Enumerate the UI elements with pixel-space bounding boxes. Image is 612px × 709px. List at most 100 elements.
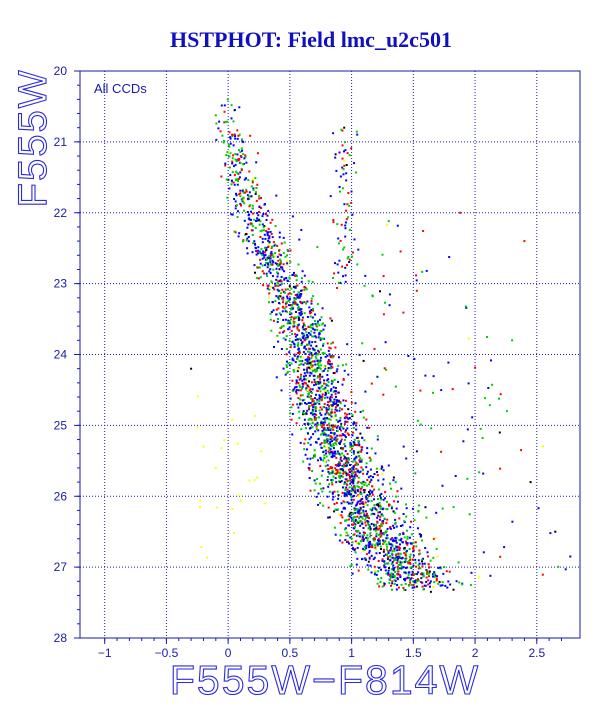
data-point [214,466,217,469]
data-point [370,545,372,548]
data-point [361,522,364,525]
data-point [359,457,362,460]
data-point [337,494,340,497]
data-point [362,549,365,552]
data-point [349,511,352,514]
data-point [353,533,356,536]
data-point [220,104,223,107]
data-point [381,558,384,561]
data-point [417,564,420,567]
data-point [348,458,350,461]
data-point [348,474,351,476]
data-point [360,448,363,451]
data-point [320,408,323,411]
data-point [312,433,315,436]
data-point [315,369,318,372]
data-point [301,325,304,328]
data-point [353,453,355,455]
data-point [245,188,248,191]
data-point [354,460,357,463]
data-point [374,452,377,455]
data-point [333,378,336,381]
data-point [380,525,383,528]
data-point [410,533,413,536]
data-point [306,384,309,387]
data-point [365,536,368,539]
data-point [248,217,251,220]
data-point [393,579,396,582]
data-point [354,410,357,413]
data-point [312,309,315,312]
data-point [350,401,353,404]
data-point [357,569,360,572]
data-point [376,435,379,438]
data-point [358,520,361,523]
data-point [310,397,312,400]
data-point [329,429,332,432]
data-point [316,421,319,424]
data-point [335,370,338,373]
data-point [287,319,290,322]
data-point [235,160,238,163]
data-point [375,535,378,538]
data-point [252,242,255,245]
data-point [314,419,317,421]
data-point [278,302,280,304]
data-point [325,452,327,455]
data-point [370,554,373,557]
data-point [344,539,347,541]
data-point [419,552,421,555]
data-point [324,419,327,422]
data-point [347,492,350,495]
data-point [311,324,314,327]
data-point [340,454,343,457]
data-point [332,132,335,135]
data-point [253,240,256,243]
data-point [256,217,259,220]
data-point [443,566,446,569]
data-point [293,299,296,302]
data-point [320,426,323,429]
data-point [311,398,314,401]
data-point [410,520,413,523]
data-point [264,258,267,261]
data-point [479,427,482,430]
data-point [360,540,362,543]
data-point [371,512,374,515]
data-point [380,467,383,470]
data-point [342,454,345,457]
data-point [394,557,397,560]
data-point [331,492,334,495]
data-point [344,470,347,473]
data-point [303,368,305,371]
data-point [327,516,330,519]
data-point [258,197,261,200]
data-point [439,566,442,569]
data-point [314,340,317,343]
data-point [390,568,393,571]
data-point [229,137,232,140]
data-point [409,526,412,529]
data-point [263,225,266,227]
data-point [327,401,329,404]
data-point [348,518,350,521]
data-point [266,284,269,287]
data-point [263,272,265,275]
data-point [429,580,432,583]
data-point [353,421,355,424]
data-point [326,427,329,430]
data-point [348,261,351,263]
data-point [276,275,279,278]
data-point [314,313,316,316]
data-point [294,298,297,301]
data-point [321,429,324,432]
data-point [343,493,346,496]
data-point [336,223,339,226]
data-point [342,399,345,402]
data-point [328,452,331,454]
data-point [317,423,320,426]
data-point [271,236,274,239]
data-point [368,557,371,560]
data-point [335,452,338,455]
data-point [233,183,236,186]
